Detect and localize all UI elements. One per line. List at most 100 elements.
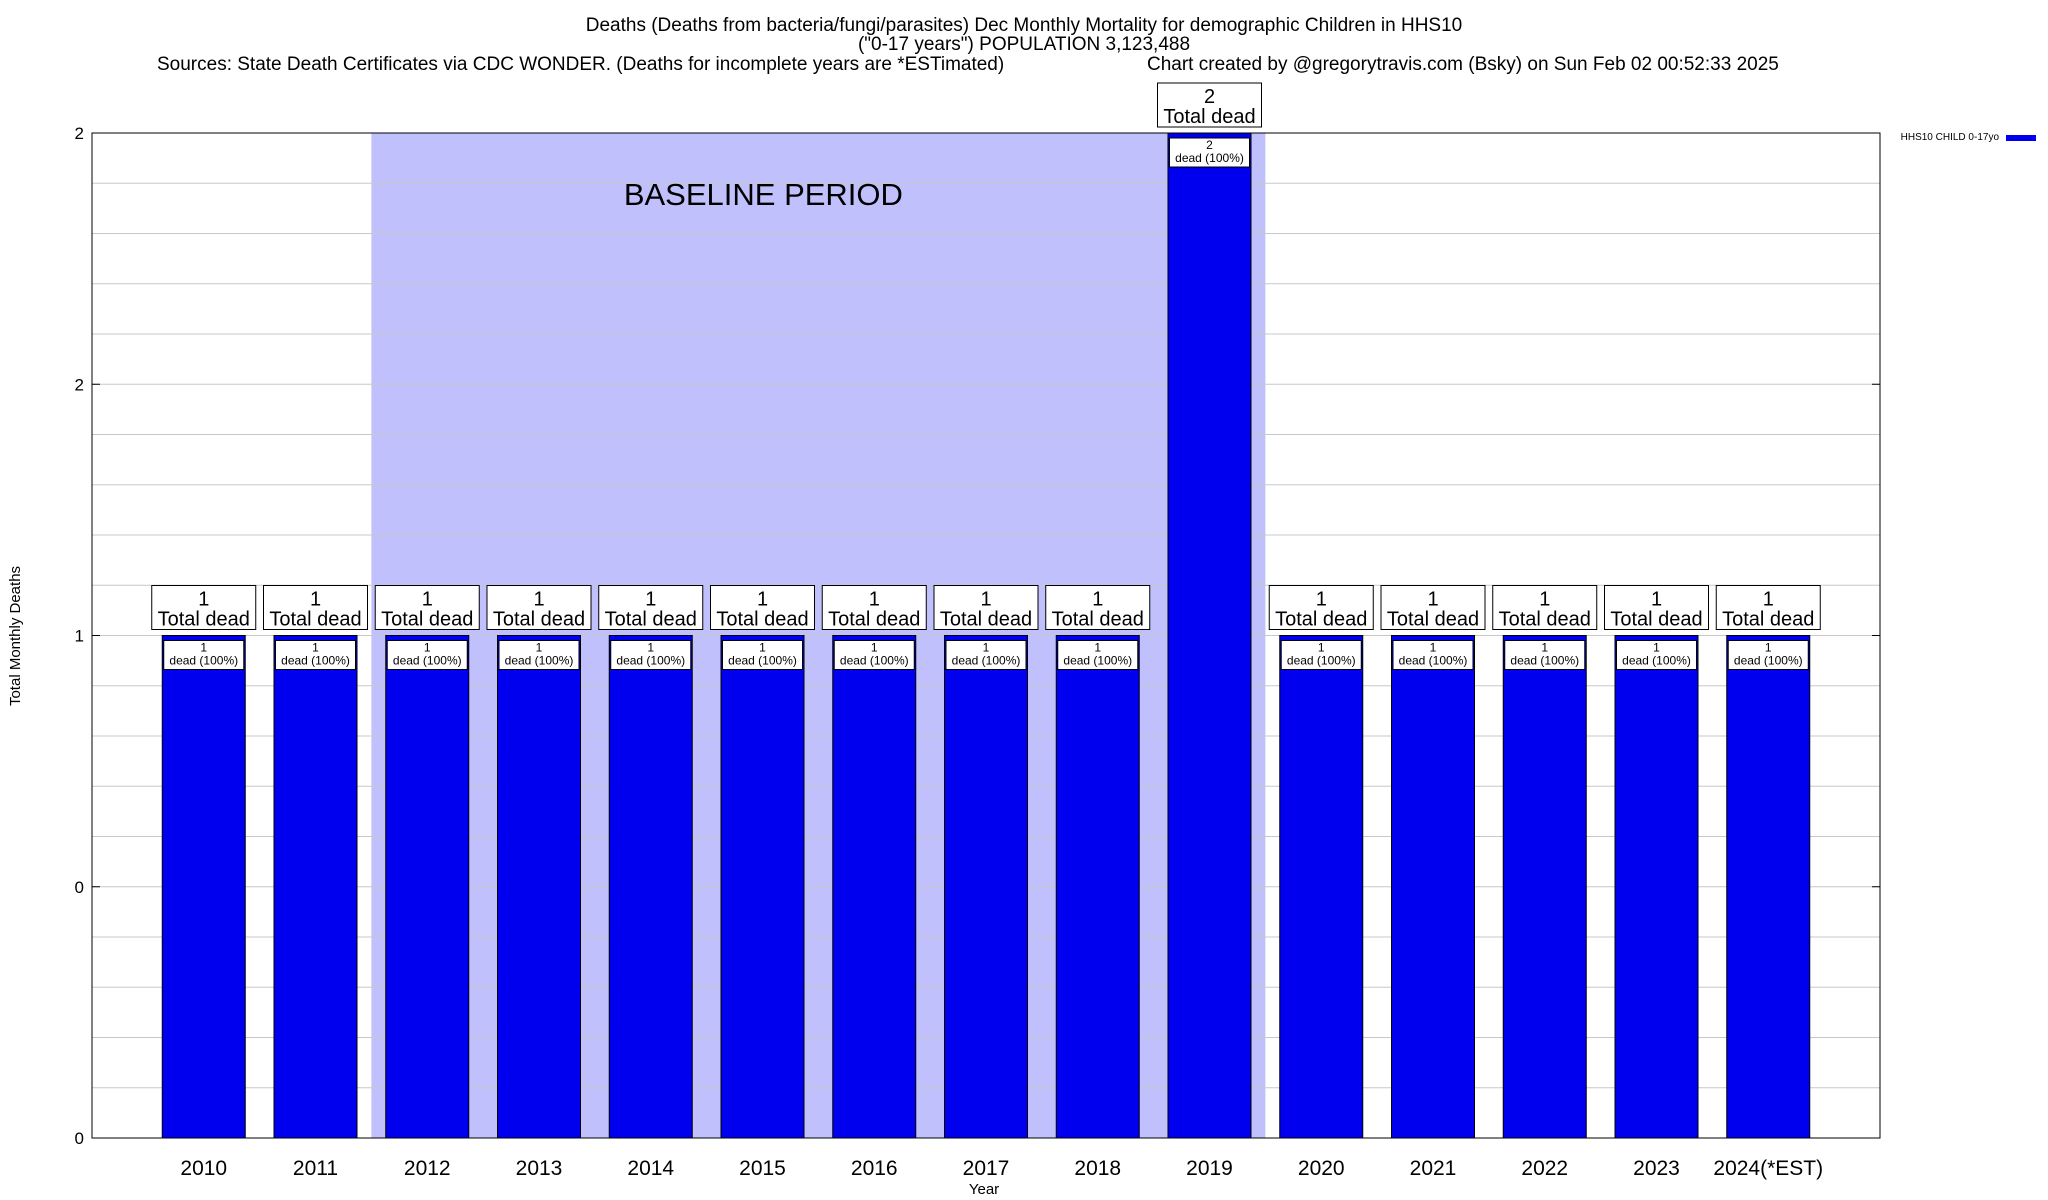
inner-label-count: 1 (200, 641, 207, 655)
x-tick-label: 2014 (627, 1157, 674, 1180)
inner-label-percent: dead (100%) (952, 654, 1021, 668)
legend-label: HHS10 CHILD 0-17yo (1901, 132, 2000, 143)
inner-label-count: 1 (647, 641, 654, 655)
total-label-box (1268, 585, 1374, 630)
bar-2016 (832, 635, 917, 1139)
inner-label-box (275, 640, 356, 670)
chart-title-line2: ("0-17 years") POPULATION 3,123,488 (857, 34, 1191, 55)
chart-credit: Chart created by @gregorytravis.com (Bsk… (1147, 54, 1779, 75)
inner-label-percent: dead (100%) (1399, 654, 1468, 668)
inner-label-count: 1 (1653, 641, 1660, 655)
y-tick-label: 1 (75, 627, 84, 646)
total-label-count: 1 (533, 589, 544, 611)
inner-label-percent: dead (100%) (1622, 654, 1691, 668)
bar-2020 (1279, 635, 1364, 1139)
inner-label-count: 1 (312, 641, 319, 655)
x-tick-label: 2013 (516, 1157, 563, 1180)
inner-label-box (1280, 640, 1362, 670)
y-tick-label: 2 (75, 375, 84, 394)
inner-label-percent: dead (100%) (1063, 654, 1132, 668)
total-label-count: 1 (1092, 589, 1103, 611)
total-label-box (263, 585, 368, 630)
x-tick-label: 2019 (1186, 1157, 1233, 1180)
x-tick-label: 2022 (1521, 1157, 1568, 1180)
x-axis-label: Year (969, 1181, 999, 1198)
bar-2024(*EST) (1726, 635, 1811, 1139)
inner-label-percent: dead (100%) (393, 654, 462, 668)
x-tick-label: 2023 (1633, 1157, 1680, 1180)
legend-swatch (2006, 135, 2036, 141)
inner-label-box (1057, 640, 1139, 670)
total-label-count: 1 (1763, 589, 1774, 611)
bar-2023 (1614, 635, 1699, 1139)
total-label-text: Total dead (493, 609, 585, 631)
inner-label-percent: dead (100%) (281, 654, 350, 668)
x-tick-label: 2020 (1298, 1157, 1345, 1180)
bar-2012 (385, 635, 470, 1139)
total-label-count: 2 (1204, 86, 1215, 108)
total-label-box (1045, 585, 1151, 630)
inner-label-percent: dead (100%) (1287, 654, 1356, 668)
bar-2021 (1391, 635, 1475, 1139)
bar-2018 (1055, 635, 1140, 1139)
total-label-box (1604, 585, 1709, 630)
x-tick-label: 2016 (851, 1157, 898, 1180)
total-label-text: Total dead (1387, 609, 1479, 631)
x-tick-label: 2010 (180, 1157, 227, 1180)
inner-label-box (722, 640, 803, 670)
inner-label-box (1616, 640, 1697, 670)
total-label-box (710, 585, 815, 630)
total-label-box (1380, 585, 1486, 630)
inner-label-percent: dead (100%) (169, 654, 238, 668)
x-tick-label: 2015 (739, 1157, 786, 1180)
inner-label-box (498, 640, 580, 670)
total-label-text: Total dead (1499, 609, 1591, 631)
inner-label-box (1504, 640, 1586, 670)
inner-label-percent: dead (100%) (840, 654, 909, 668)
bar-2022 (1502, 635, 1587, 1139)
total-label-text: Total dead (1163, 106, 1255, 128)
bar-2013 (497, 635, 581, 1139)
bar-2010 (161, 635, 246, 1139)
total-label-box (151, 585, 257, 630)
inner-label-percent: dead (100%) (1510, 654, 1579, 668)
inner-label-percent: dead (100%) (1734, 654, 1803, 668)
x-tick-label: 2017 (963, 1157, 1010, 1180)
inner-label-box (833, 640, 915, 670)
inner-label-percent: dead (100%) (505, 654, 574, 668)
bar-2019 (1167, 132, 1252, 1139)
y-tick-label: 0 (75, 878, 84, 897)
inner-label-count: 1 (536, 641, 543, 655)
inner-label-count: 1 (1765, 641, 1772, 655)
inner-label-count: 1 (1430, 641, 1437, 655)
inner-label-count: 1 (1541, 641, 1548, 655)
total-label-count: 1 (422, 589, 433, 611)
total-label-text: Total dead (1722, 609, 1814, 631)
inner-label-box (1727, 640, 1809, 670)
total-label-box (1715, 585, 1821, 630)
bar-2011 (273, 635, 358, 1139)
x-tick-label: 2021 (1410, 1157, 1457, 1180)
total-label-box (821, 585, 927, 630)
baseline-period-label: BASELINE PERIOD (624, 177, 903, 212)
total-label-count: 1 (198, 589, 209, 611)
total-label-box (486, 585, 592, 630)
inner-label-percent: dead (100%) (616, 654, 685, 668)
total-label-count: 1 (980, 589, 991, 611)
inner-label-box (610, 640, 692, 670)
total-label-text: Total dead (381, 609, 473, 631)
inner-label-count: 1 (983, 641, 990, 655)
inner-label-box (945, 640, 1027, 670)
bar-2015 (720, 635, 805, 1139)
bar-2014 (608, 635, 693, 1139)
inner-label-count: 1 (759, 641, 766, 655)
inner-label-count: 1 (424, 641, 431, 655)
inner-label-count: 1 (1094, 641, 1101, 655)
total-label-text: Total dead (1610, 609, 1702, 631)
inner-label-box (386, 640, 468, 670)
total-label-count: 1 (1651, 589, 1662, 611)
inner-label-count: 1 (1318, 641, 1325, 655)
inner-label-box (1169, 137, 1250, 168)
total-label-count: 1 (1427, 589, 1438, 611)
